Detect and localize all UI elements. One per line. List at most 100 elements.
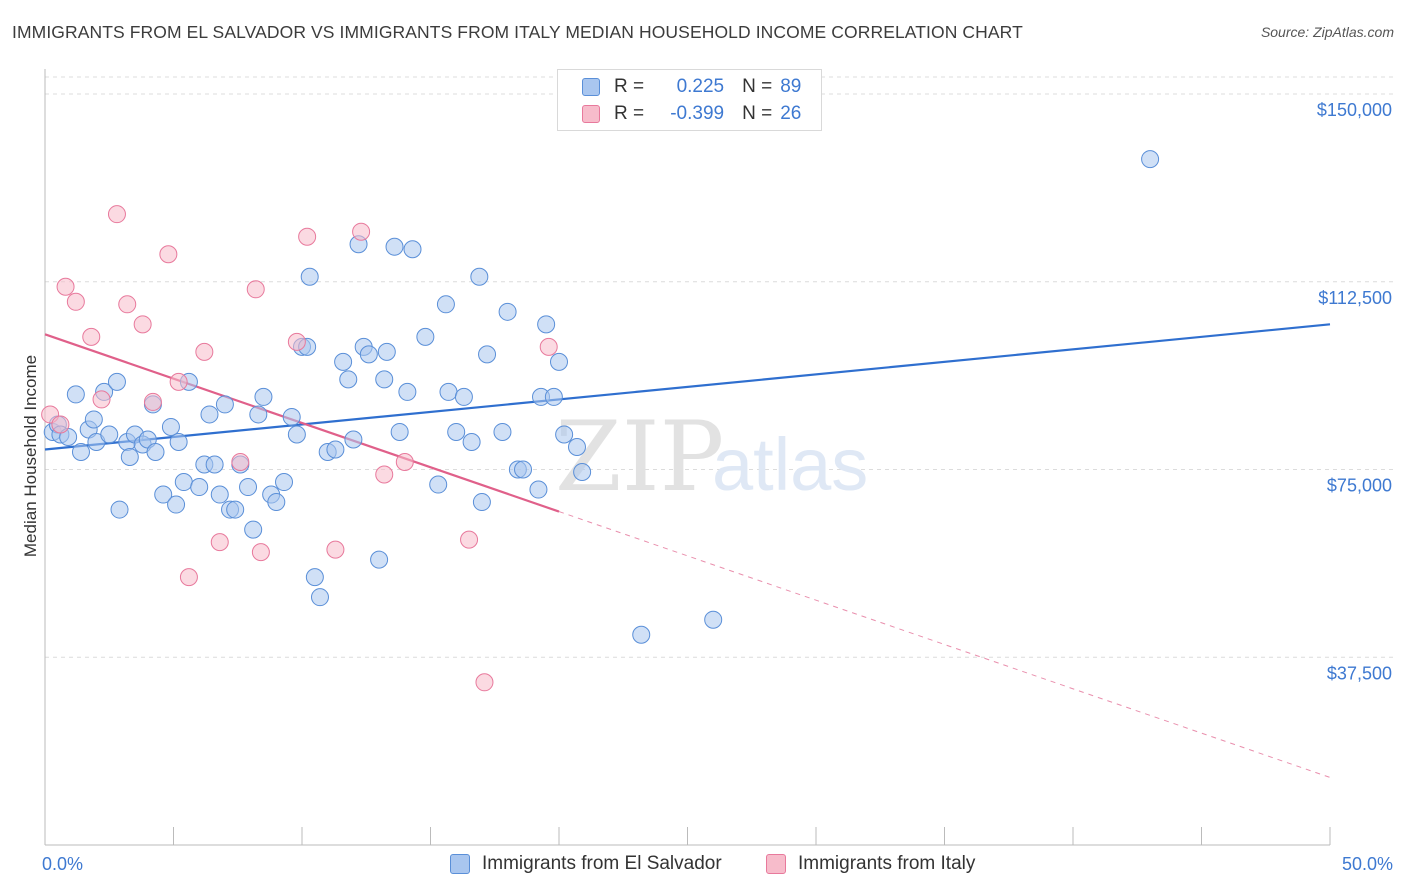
bottom-legend-swatch-pink xyxy=(766,854,786,874)
point-el-salvador xyxy=(632,625,651,644)
chart-title: IMMIGRANTS FROM EL SALVADOR VS IMMIGRANT… xyxy=(12,22,1023,42)
n-value: 26 xyxy=(780,103,802,124)
point-el-salvador xyxy=(493,422,512,441)
trend-lines xyxy=(44,323,1331,778)
point-italy xyxy=(298,227,317,246)
point-el-salvador xyxy=(537,315,556,334)
point-italy xyxy=(395,453,414,472)
point-el-salvador xyxy=(154,485,173,504)
point-el-salvador xyxy=(244,520,263,539)
point-el-salvador xyxy=(71,442,90,461)
point-el-salvador xyxy=(275,473,294,492)
point-el-salvador xyxy=(169,432,188,451)
point-el-salvador xyxy=(478,345,497,364)
point-el-salvador xyxy=(110,500,129,519)
point-italy xyxy=(375,465,394,484)
point-el-salvador xyxy=(470,267,489,286)
trend-line-el-salvador xyxy=(44,323,1331,451)
tick-labels: $37,500 $75,000 $112,500 $150,000 0.0% 50.0% xyxy=(42,100,1393,874)
y-tick-label: $150,000 xyxy=(1317,100,1392,120)
point-el-salvador xyxy=(454,387,473,406)
point-el-salvador xyxy=(498,302,517,321)
point-el-salvador xyxy=(339,370,358,389)
point-el-salvador xyxy=(385,237,404,256)
point-el-salvador xyxy=(287,425,306,444)
point-italy xyxy=(133,315,152,334)
point-el-salvador xyxy=(403,240,422,259)
gridlines xyxy=(45,76,1395,658)
point-el-salvador xyxy=(215,395,234,414)
point-el-salvador xyxy=(447,422,466,441)
point-italy xyxy=(159,245,178,264)
point-el-salvador xyxy=(472,493,491,512)
point-el-salvador xyxy=(550,352,568,371)
point-el-salvador xyxy=(390,422,409,441)
point-el-salvador xyxy=(370,550,389,569)
point-italy xyxy=(56,277,75,296)
point-el-salvador xyxy=(167,495,186,514)
point-italy xyxy=(92,390,111,409)
n-label: N = xyxy=(742,76,773,97)
y-axis-label: Median Household Income xyxy=(21,355,40,557)
point-italy xyxy=(475,673,494,692)
point-italy xyxy=(539,337,558,356)
bottom-legend-label: Immigrants from Italy xyxy=(798,853,976,874)
point-el-salvador xyxy=(84,410,103,429)
legend-swatch-blue xyxy=(582,78,600,96)
point-el-salvador xyxy=(436,295,455,314)
watermark-zip: ZIP xyxy=(555,401,724,513)
point-el-salvador xyxy=(107,372,126,391)
point-el-salvador xyxy=(377,342,396,361)
y-tick-label: $75,000 xyxy=(1327,476,1392,496)
bottom-legend-swatch-blue xyxy=(450,854,470,874)
point-el-salvador xyxy=(210,485,229,504)
point-el-salvador xyxy=(267,493,286,512)
point-el-salvador xyxy=(226,500,245,519)
point-el-salvador xyxy=(1141,150,1160,169)
trend-line-italy-extension xyxy=(558,511,1331,778)
legend-row-el-salvador: R = 0.225 N = 89 xyxy=(582,74,801,100)
point-el-salvador xyxy=(334,352,353,371)
point-italy xyxy=(210,533,229,552)
point-el-salvador xyxy=(200,405,219,424)
bottom-legend-label: Immigrants from El Salvador xyxy=(482,853,722,874)
point-el-salvador xyxy=(300,267,319,286)
point-el-salvador xyxy=(344,430,363,449)
point-italy xyxy=(287,332,306,351)
point-italy xyxy=(352,222,371,241)
point-el-salvador xyxy=(282,407,301,426)
point-italy xyxy=(231,453,250,472)
x-tick-label: 0.0% xyxy=(42,854,83,874)
point-el-salvador xyxy=(66,385,85,404)
point-el-salvador xyxy=(544,387,563,406)
point-italy xyxy=(251,543,270,562)
point-el-salvador xyxy=(514,460,533,479)
point-italy xyxy=(460,530,479,549)
point-el-salvador xyxy=(310,588,329,607)
data-points xyxy=(41,150,1160,692)
point-italy xyxy=(179,568,198,587)
point-el-salvador xyxy=(429,475,448,494)
point-el-salvador xyxy=(359,345,378,364)
point-el-salvador xyxy=(567,437,586,456)
n-value: 89 xyxy=(780,76,802,97)
r-label: R = xyxy=(614,103,645,124)
legend-row-italy: R = -0.399 N = 26 xyxy=(582,101,801,127)
point-el-salvador xyxy=(205,455,224,474)
point-el-salvador xyxy=(529,480,548,499)
r-label: R = xyxy=(614,76,645,97)
point-italy xyxy=(82,327,101,346)
point-el-salvador xyxy=(120,448,139,466)
stats-legend: R = 0.225 N = 89 R = -0.399 N = 26 xyxy=(557,69,822,131)
point-el-salvador xyxy=(239,478,258,497)
bottom-legend-italy: Immigrants from Italy xyxy=(766,851,975,877)
x-tick-label: 50.0% xyxy=(1342,854,1393,874)
trend-line-italy xyxy=(44,333,560,513)
point-italy xyxy=(246,280,265,299)
legend-swatch-pink xyxy=(582,105,600,123)
watermark-atlas: atlas xyxy=(712,423,868,506)
point-el-salvador xyxy=(305,568,324,587)
point-italy xyxy=(118,295,137,314)
point-el-salvador xyxy=(439,382,458,401)
